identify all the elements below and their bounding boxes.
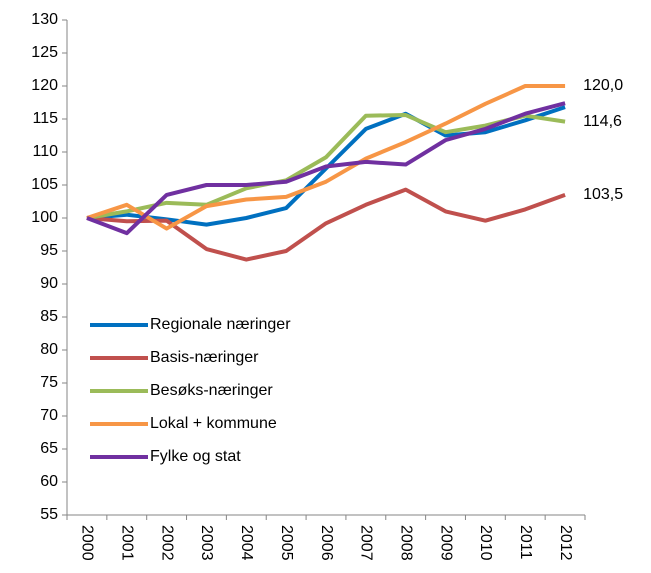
y-tick-label: 70 [40,407,58,424]
data-label: 120,0 [583,77,623,94]
data-label: 103,5 [583,186,623,203]
legend-label: Lokal + kommune [150,415,277,432]
x-tick-label: 2009 [437,525,454,561]
y-tick-label: 90 [40,275,58,292]
x-tick-label: 2012 [557,525,574,561]
y-tick-label: 100 [31,209,58,226]
y-tick-label: 125 [31,44,58,61]
x-tick-label: 2001 [119,525,136,561]
legend-label: Besøks-næringer [150,382,273,399]
legend-label: Regionale næringer [150,316,291,333]
x-tick-label: 2005 [278,525,295,561]
y-tick-label: 85 [40,308,58,325]
y-tick-label: 110 [32,143,58,160]
y-tick-label: 75 [40,374,58,391]
series-line [86,84,566,231]
y-tick-label: 95 [40,242,58,259]
x-tick-label: 2002 [158,525,175,561]
y-tick-label: 120 [31,77,58,94]
y-tick-label: 60 [40,473,58,490]
series-line [86,187,566,262]
x-tick-label: 2010 [477,525,494,561]
y-tick-label: 130 [31,11,58,28]
legend-label: Fylke og stat [150,448,241,465]
y-tick-label: 115 [32,110,58,127]
y-tick-label: 65 [40,440,58,457]
x-tick-label: 2007 [358,525,375,561]
y-tick-label: 80 [40,341,58,358]
series-line [86,113,566,220]
legend-label: Basis-næringer [150,349,259,366]
series-line [86,101,566,236]
x-tick-label: 2008 [397,525,414,561]
y-tick-label: 55 [40,506,58,523]
y-tick-label: 105 [31,176,58,193]
x-tick-label: 2011 [517,525,534,560]
x-tick-label: 2000 [79,525,96,561]
x-tick-label: 2004 [238,525,255,561]
data-label: 114,6 [583,113,622,130]
x-tick-label: 2003 [198,525,215,561]
x-tick-label: 2006 [318,525,335,561]
